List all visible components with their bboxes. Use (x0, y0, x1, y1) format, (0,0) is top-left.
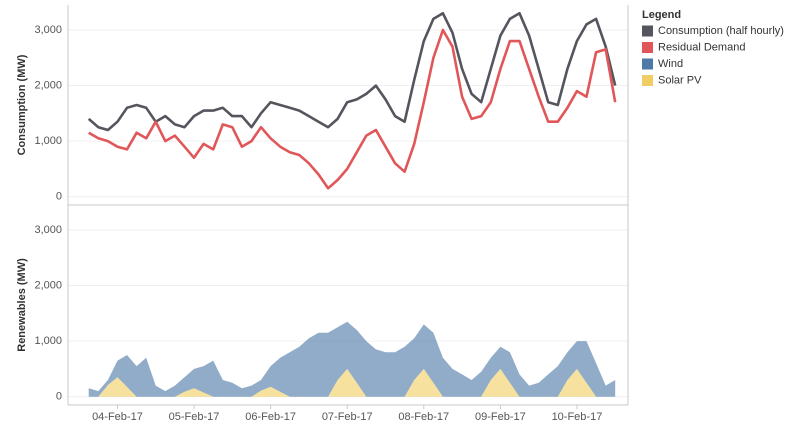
y-tick-label: 1,000 (34, 335, 62, 347)
x-tick-label: 05-Feb-17 (169, 411, 220, 423)
y-tick-label: 0 (56, 191, 62, 203)
x-tick-label: 07-Feb-17 (322, 411, 373, 423)
legend-label: Wind (658, 58, 683, 70)
series-area (88, 321, 616, 397)
legend-swatch (642, 42, 653, 53)
legend-swatch (642, 58, 653, 70)
x-tick-label: 04-Feb-17 (92, 411, 143, 423)
y-tick-label: 1,000 (34, 135, 62, 147)
series-line (88, 28, 617, 190)
x-tick-label: 08-Feb-17 (398, 411, 449, 423)
y-axis-title: Consumption (MW) (16, 54, 28, 155)
legend-swatch (642, 25, 653, 37)
legend-swatch (642, 75, 653, 86)
x-tick-label: 10-Feb-17 (552, 411, 603, 423)
legend-label: Consumption (half hourly) (658, 25, 784, 37)
y-axis-title: Renewables (MW) (16, 258, 28, 352)
series-line (87, 12, 617, 132)
y-tick-label: 0 (56, 391, 62, 403)
y-tick-label: 2,000 (34, 79, 62, 91)
x-tick-label: 06-Feb-17 (245, 411, 296, 423)
y-tick-label: 3,000 (34, 24, 62, 36)
legend-title: Legend (642, 9, 681, 21)
legend-label: Residual Demand (658, 41, 745, 53)
legend-label: Solar PV (658, 74, 702, 86)
series-area (88, 368, 616, 397)
y-tick-label: 3,000 (34, 224, 62, 236)
x-tick-label: 09-Feb-17 (475, 411, 526, 423)
y-tick-label: 2,000 (34, 279, 62, 291)
